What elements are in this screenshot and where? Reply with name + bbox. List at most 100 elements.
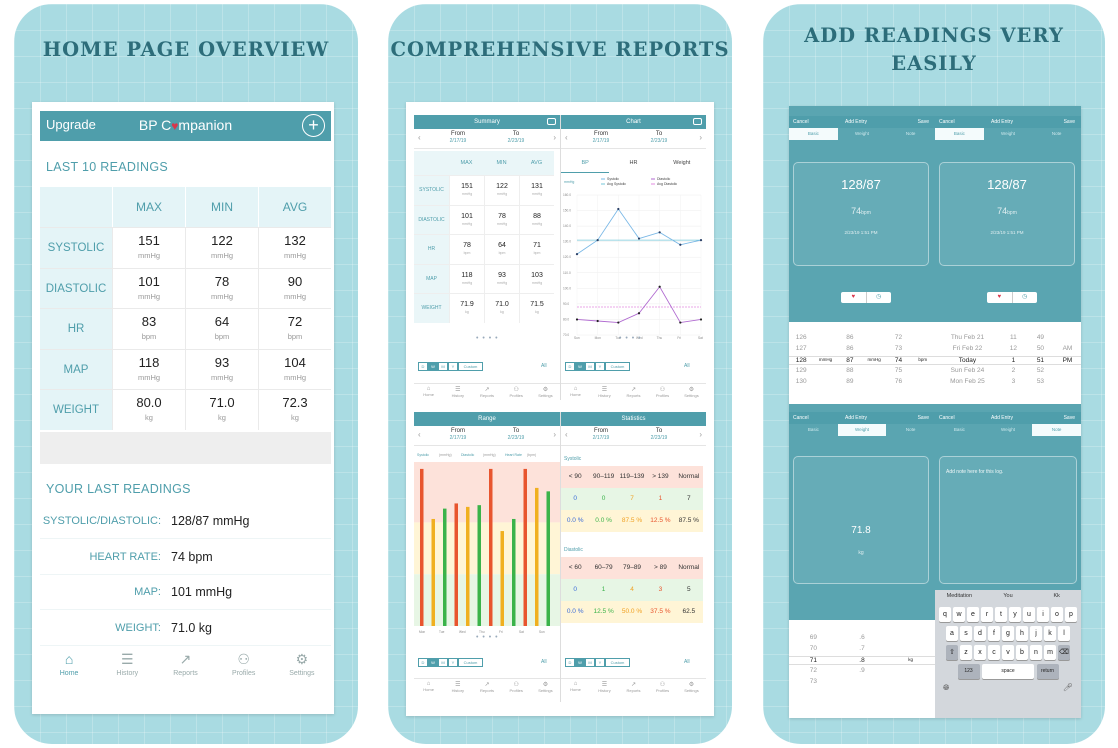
bp-reading-card[interactable]: 128/87 74bpm 2/23/19 1:51 PM: [793, 162, 929, 266]
globe-icon[interactable]: 🌐︎: [943, 683, 950, 692]
key[interactable]: f: [988, 626, 1000, 641]
segment-w[interactable]: W: [575, 658, 585, 667]
entry-tab-basic[interactable]: Basic: [935, 128, 984, 140]
key[interactable]: u: [1023, 607, 1035, 622]
chevron-right-icon[interactable]: ›: [699, 430, 702, 439]
shift-key[interactable]: ⇧: [946, 645, 958, 660]
tab-reports[interactable]: ↗ Reports: [619, 384, 648, 399]
entry-tab-note[interactable]: Note: [905, 131, 916, 136]
chevron-left-icon[interactable]: ‹: [418, 133, 421, 142]
key[interactable]: n: [1030, 645, 1042, 660]
key[interactable]: g: [1002, 626, 1014, 641]
segment-d[interactable]: D: [418, 658, 428, 667]
datetime-picker[interactable]: Thu Feb 21 11 49 Fri Feb 22 12 50 AM Today 1 51 PM…: [935, 322, 1081, 404]
chevron-right-icon[interactable]: ›: [553, 430, 556, 439]
segment-custom[interactable]: Custom: [458, 658, 483, 667]
segment-m[interactable]: M: [438, 362, 448, 371]
key[interactable]: h: [1016, 626, 1028, 641]
cancel-button[interactable]: Cancel: [793, 415, 809, 421]
entry-tab-weight[interactable]: Weight: [837, 424, 887, 436]
tab-home[interactable]: ⌂ Home: [414, 679, 443, 694]
entry-tab-basic[interactable]: Basic: [789, 128, 838, 140]
numbers-key[interactable]: 123: [957, 664, 980, 679]
entry-tab-weight[interactable]: Weight: [855, 131, 869, 136]
segment-m[interactable]: M: [585, 658, 595, 667]
segment-w[interactable]: W: [428, 658, 438, 667]
upgrade-button[interactable]: Upgrade: [46, 117, 96, 132]
entry-tab-note[interactable]: Note: [1032, 424, 1081, 436]
chevron-right-icon[interactable]: ›: [553, 133, 556, 142]
save-button[interactable]: Save: [917, 415, 929, 421]
suggestion[interactable]: You: [1003, 593, 1013, 599]
segment-d[interactable]: D: [565, 362, 575, 371]
tab-history[interactable]: ☰ History: [590, 679, 619, 694]
key[interactable]: z: [960, 645, 972, 660]
tab-history[interactable]: ☰ History: [443, 679, 472, 694]
mode-toggle[interactable]: ♥ ◷: [841, 292, 891, 303]
key[interactable]: a: [946, 626, 958, 641]
tab-profiles[interactable]: ⚇ Profiles: [648, 679, 677, 694]
tab-settings[interactable]: ⚙ Settings: [677, 679, 706, 694]
all-dropdown[interactable]: All: [684, 659, 690, 665]
tab-home[interactable]: ⌂ Home: [561, 384, 590, 399]
chart-tab-bp[interactable]: BP: [561, 153, 610, 173]
segment-w[interactable]: W: [575, 362, 585, 371]
segment-custom[interactable]: Custom: [605, 658, 630, 667]
suggestion[interactable]: Kk: [1053, 593, 1060, 599]
chart-tab-hr[interactable]: HR: [629, 160, 638, 166]
segment-d[interactable]: D: [565, 658, 575, 667]
tab-reports[interactable]: ↗ Reports: [472, 679, 501, 694]
key[interactable]: t: [995, 607, 1007, 622]
tab-home[interactable]: ⌂ Home: [40, 650, 98, 690]
key[interactable]: b: [1016, 645, 1028, 660]
key[interactable]: e: [967, 607, 979, 622]
cancel-button[interactable]: Cancel: [939, 415, 955, 421]
tab-settings[interactable]: ⚙ Settings: [273, 650, 331, 690]
weight-card[interactable]: 71.8 kg: [793, 456, 929, 584]
suggestion[interactable]: Meditation: [946, 593, 973, 599]
camera-icon[interactable]: [693, 118, 702, 125]
mic-icon[interactable]: 🎤︎: [1062, 683, 1073, 692]
clock-icon[interactable]: ◷: [876, 294, 882, 300]
bp-picker[interactable]: 126 86 72 127 86 73 128 mmHg 87 mmHg 74 bpm 129 88 75 1…: [789, 322, 935, 404]
entry-tab-basic[interactable]: Basic: [953, 427, 965, 432]
entry-tab-weight[interactable]: Weight: [1001, 131, 1015, 136]
key[interactable]: v: [1002, 645, 1014, 660]
cancel-button[interactable]: Cancel: [939, 119, 955, 125]
segment-d[interactable]: D: [418, 362, 428, 371]
save-button[interactable]: Save: [1063, 119, 1075, 125]
key[interactable]: i: [1037, 607, 1049, 622]
tab-reports[interactable]: ↗ Reports: [619, 679, 648, 694]
bp-reading-card[interactable]: 128/87 74bpm 2/23/19 1:51 PM: [939, 162, 1075, 266]
heart-icon[interactable]: ♥: [987, 292, 1013, 303]
cancel-button[interactable]: Cancel: [793, 119, 809, 125]
tab-profiles[interactable]: ⚇ Profiles: [502, 384, 531, 399]
weight-picker[interactable]: 69.6 70.7 71.8 kg 72.9 73: [789, 620, 935, 718]
segment-custom[interactable]: Custom: [605, 362, 630, 371]
heart-icon[interactable]: ♥: [841, 292, 867, 303]
key[interactable]: q: [939, 607, 951, 622]
segment-w[interactable]: W: [428, 362, 438, 371]
key[interactable]: j: [1030, 626, 1042, 641]
segment-m[interactable]: M: [438, 658, 448, 667]
key[interactable]: y: [1009, 607, 1021, 622]
key[interactable]: x: [974, 645, 986, 660]
segment-y[interactable]: Y: [448, 362, 458, 371]
tab-history[interactable]: ☰ History: [590, 384, 619, 399]
clock-icon[interactable]: ◷: [1022, 294, 1028, 300]
chevron-left-icon[interactable]: ‹: [418, 430, 421, 439]
key[interactable]: p: [1065, 607, 1077, 622]
tab-profiles[interactable]: ⚇ Profiles: [648, 384, 677, 399]
tab-settings[interactable]: ⚙ Settings: [531, 679, 560, 694]
segment-y[interactable]: Y: [448, 658, 458, 667]
chart-tab-weight[interactable]: Weight: [673, 160, 691, 166]
save-button[interactable]: Save: [1063, 415, 1075, 421]
tab-reports[interactable]: ↗ Reports: [472, 384, 501, 399]
key[interactable]: w: [953, 607, 965, 622]
delete-key[interactable]: ⌫: [1058, 645, 1070, 660]
mode-toggle[interactable]: ♥ ◷: [987, 292, 1037, 303]
key[interactable]: c: [988, 645, 1000, 660]
all-dropdown[interactable]: All: [541, 659, 547, 665]
tab-profiles[interactable]: ⚇ Profiles: [502, 679, 531, 694]
add-reading-button[interactable]: +: [302, 114, 325, 137]
